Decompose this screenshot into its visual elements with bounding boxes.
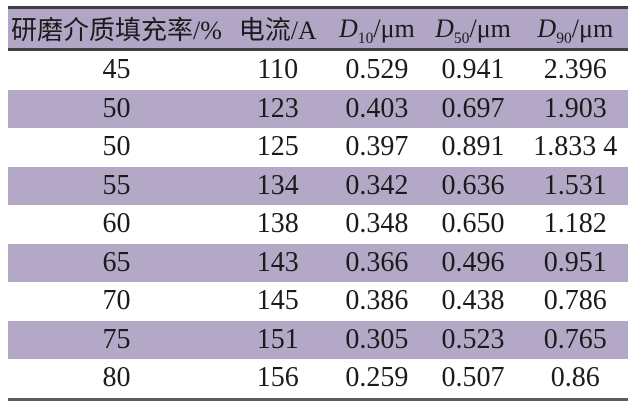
cell-current: 125 [256, 131, 299, 163]
cell-d50: 0.438 [441, 285, 505, 317]
grinding-media-table: 研磨介质填充率/% 电流/A D10/μm D50/μm D90/μm 45 11… [8, 6, 628, 401]
cell-d90: 1.903 [543, 92, 607, 124]
d50-subscript: 50 [453, 29, 470, 47]
table-row: 75 151 0.305 0.523 0.765 [8, 320, 628, 359]
cell-fill-rate: 70 [102, 285, 131, 317]
cell-d50: 0.636 [441, 169, 505, 201]
header-row: 研磨介质填充率/% 电流/A D10/μm D50/μm D90/μm [8, 7, 628, 51]
d90-unit: /μm [571, 13, 614, 43]
cell-fill-rate: 80 [102, 362, 131, 394]
cell-fill-rate: 60 [102, 208, 131, 240]
cell-d50: 0.496 [441, 246, 505, 278]
cell-d10: 0.529 [345, 54, 409, 86]
cell-d90: 0.786 [543, 285, 607, 317]
header-d10: D10/μm [330, 7, 424, 51]
cell-fill-rate: 75 [102, 323, 131, 355]
header-d50: D50/μm [423, 7, 523, 51]
table-row: 55 134 0.342 0.636 1.531 [8, 166, 628, 205]
cell-fill-rate: 55 [102, 169, 131, 201]
cell-fill-rate: 50 [102, 92, 131, 124]
d10-subscript: 10 [357, 29, 374, 47]
cell-current: 134 [256, 169, 299, 201]
cell-fill-rate: 65 [102, 246, 131, 278]
cell-d50: 0.891 [441, 131, 505, 163]
table-row: 80 156 0.259 0.507 0.86 [8, 359, 628, 399]
table-row: 60 138 0.348 0.650 1.182 [8, 205, 628, 244]
d50-unit: /μm [469, 13, 511, 43]
header-current: 电流/A [225, 7, 331, 51]
cell-d90: 0.951 [543, 246, 607, 278]
table-row: 50 123 0.403 0.697 1.903 [8, 89, 628, 128]
cell-fill-rate: 45 [102, 54, 131, 86]
cell-d90: 1.531 [543, 169, 607, 201]
cell-d10: 0.305 [345, 323, 409, 355]
d10-unit: /μm [373, 13, 415, 43]
cell-d50: 0.507 [441, 362, 505, 394]
cell-d10: 0.397 [345, 131, 409, 163]
table-row: 70 145 0.386 0.438 0.786 [8, 282, 628, 321]
header-fill-rate: 研磨介质填充率/% [8, 7, 225, 51]
cell-d10: 0.386 [345, 285, 409, 317]
cell-d10: 0.403 [345, 92, 409, 124]
cell-d50: 0.523 [441, 323, 505, 355]
cell-d90: 0.765 [543, 323, 607, 355]
results-table: 研磨介质填充率/% 电流/A D10/μm D50/μm D90/μm 45 11… [8, 6, 628, 401]
cell-d90: 1.833 4 [533, 131, 618, 163]
cell-d10: 0.348 [345, 208, 409, 240]
cell-d90: 2.396 [543, 54, 607, 86]
table-row: 50 125 0.397 0.891 1.833 4 [8, 128, 628, 167]
d10-symbol: D [339, 13, 358, 43]
table-body: 45 110 0.529 0.941 2.396 50 123 0.403 0.697 1.903… [8, 50, 628, 400]
header-d90: D90/μm [522, 7, 628, 51]
cell-current: 156 [256, 362, 299, 394]
d90-subscript: 90 [556, 29, 572, 47]
cell-d50: 0.650 [441, 208, 505, 240]
cell-current: 123 [256, 92, 299, 124]
table-row: 45 110 0.529 0.941 2.396 [8, 50, 628, 90]
cell-current: 110 [257, 54, 299, 86]
cell-d10: 0.342 [345, 169, 409, 201]
cell-current: 151 [256, 323, 299, 355]
d50-symbol: D [435, 13, 454, 43]
cell-d90: 0.86 [550, 362, 600, 394]
cell-d10: 0.259 [345, 362, 409, 394]
cell-current: 143 [256, 246, 299, 278]
cell-d50: 0.697 [441, 92, 505, 124]
cell-d10: 0.366 [345, 246, 409, 278]
cell-d90: 1.182 [543, 208, 607, 240]
cell-d50: 0.941 [441, 54, 505, 86]
cell-current: 145 [256, 285, 299, 317]
d90-symbol: D [537, 13, 557, 43]
table-row: 65 143 0.366 0.496 0.951 [8, 243, 628, 282]
cell-fill-rate: 50 [102, 131, 131, 163]
cell-current: 138 [256, 208, 299, 240]
